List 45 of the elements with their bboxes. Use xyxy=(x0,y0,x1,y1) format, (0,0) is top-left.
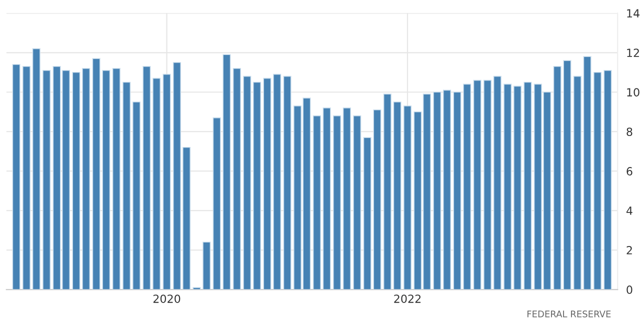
bar xyxy=(112,68,120,290)
bar xyxy=(442,90,452,290)
y-tick-label: 10 xyxy=(627,88,640,96)
bar xyxy=(604,70,612,290)
bar xyxy=(22,66,31,290)
bar xyxy=(322,107,331,290)
bar xyxy=(132,102,141,290)
y-tick-label: 6 xyxy=(626,167,632,176)
bar xyxy=(162,74,171,290)
y-tick-label: 8 xyxy=(626,128,632,136)
y-tick-label: 12 xyxy=(627,48,639,57)
bar xyxy=(32,48,40,290)
bar xyxy=(42,70,51,290)
bar xyxy=(353,115,362,290)
bar xyxy=(142,66,151,290)
y-tick-label: 0 xyxy=(626,285,632,294)
bar xyxy=(122,82,131,290)
bar xyxy=(152,78,161,290)
text: FEDERAL RESERVE xyxy=(527,310,611,318)
bar xyxy=(473,80,482,290)
bar xyxy=(232,68,241,290)
bar xyxy=(583,56,592,290)
bar xyxy=(433,92,442,290)
y-tick-label: 14 xyxy=(627,9,640,18)
bar xyxy=(342,107,351,290)
bar xyxy=(283,76,292,290)
bar xyxy=(593,72,602,290)
bar xyxy=(312,115,321,290)
y-tick-label: 2 xyxy=(626,246,632,254)
bar xyxy=(12,64,20,290)
x-tick-label: 2020 xyxy=(153,294,180,303)
bar xyxy=(252,82,262,290)
y-tick-label: 4 xyxy=(626,206,632,215)
bar xyxy=(393,102,402,290)
bar xyxy=(524,82,532,290)
bar xyxy=(383,94,392,290)
x-tick-label: 2022 xyxy=(394,294,421,303)
bar xyxy=(573,76,582,290)
bar xyxy=(513,86,522,290)
bar xyxy=(332,115,342,290)
bar xyxy=(243,76,252,290)
bar xyxy=(483,80,492,290)
bar xyxy=(493,76,502,290)
bar xyxy=(504,84,512,290)
bar xyxy=(403,106,412,290)
